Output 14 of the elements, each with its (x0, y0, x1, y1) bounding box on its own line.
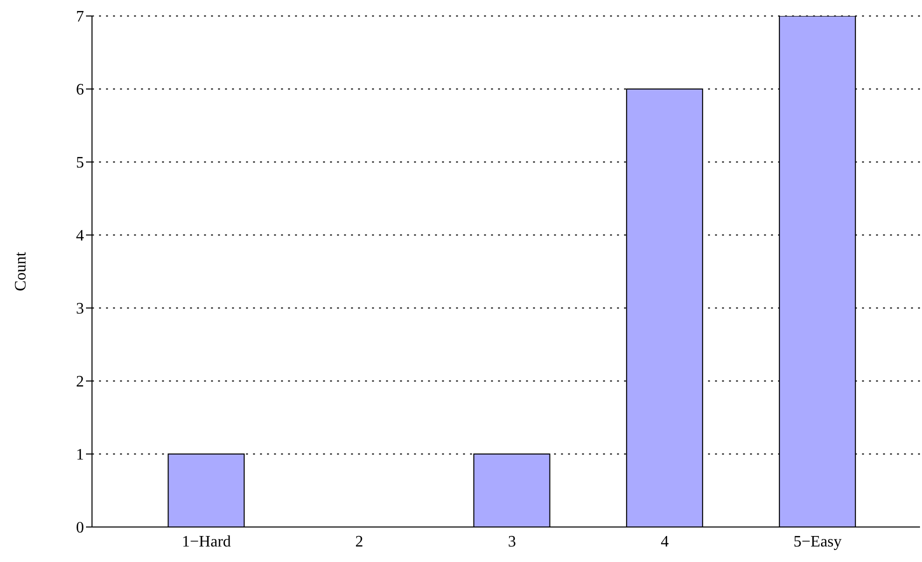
x-tick-label: 5−Easy (794, 533, 842, 550)
x-tick-label: 3 (508, 533, 516, 550)
y-tick-label: 7 (76, 8, 84, 26)
x-tick-label: 1−Hard (182, 533, 231, 550)
y-tick-label: 5 (76, 154, 84, 172)
x-tick-label: 2 (355, 533, 364, 550)
y-tick-label: 0 (76, 520, 84, 537)
x-tick-label: 4 (660, 533, 669, 550)
y-tick-label: 4 (76, 228, 84, 245)
y-tick-label: 3 (76, 300, 84, 318)
y-tick-label: 1 (76, 446, 84, 464)
y-axis-title: Count (12, 251, 30, 292)
y-tick-label: 2 (76, 374, 84, 391)
y-tick-label: 6 (76, 82, 84, 99)
